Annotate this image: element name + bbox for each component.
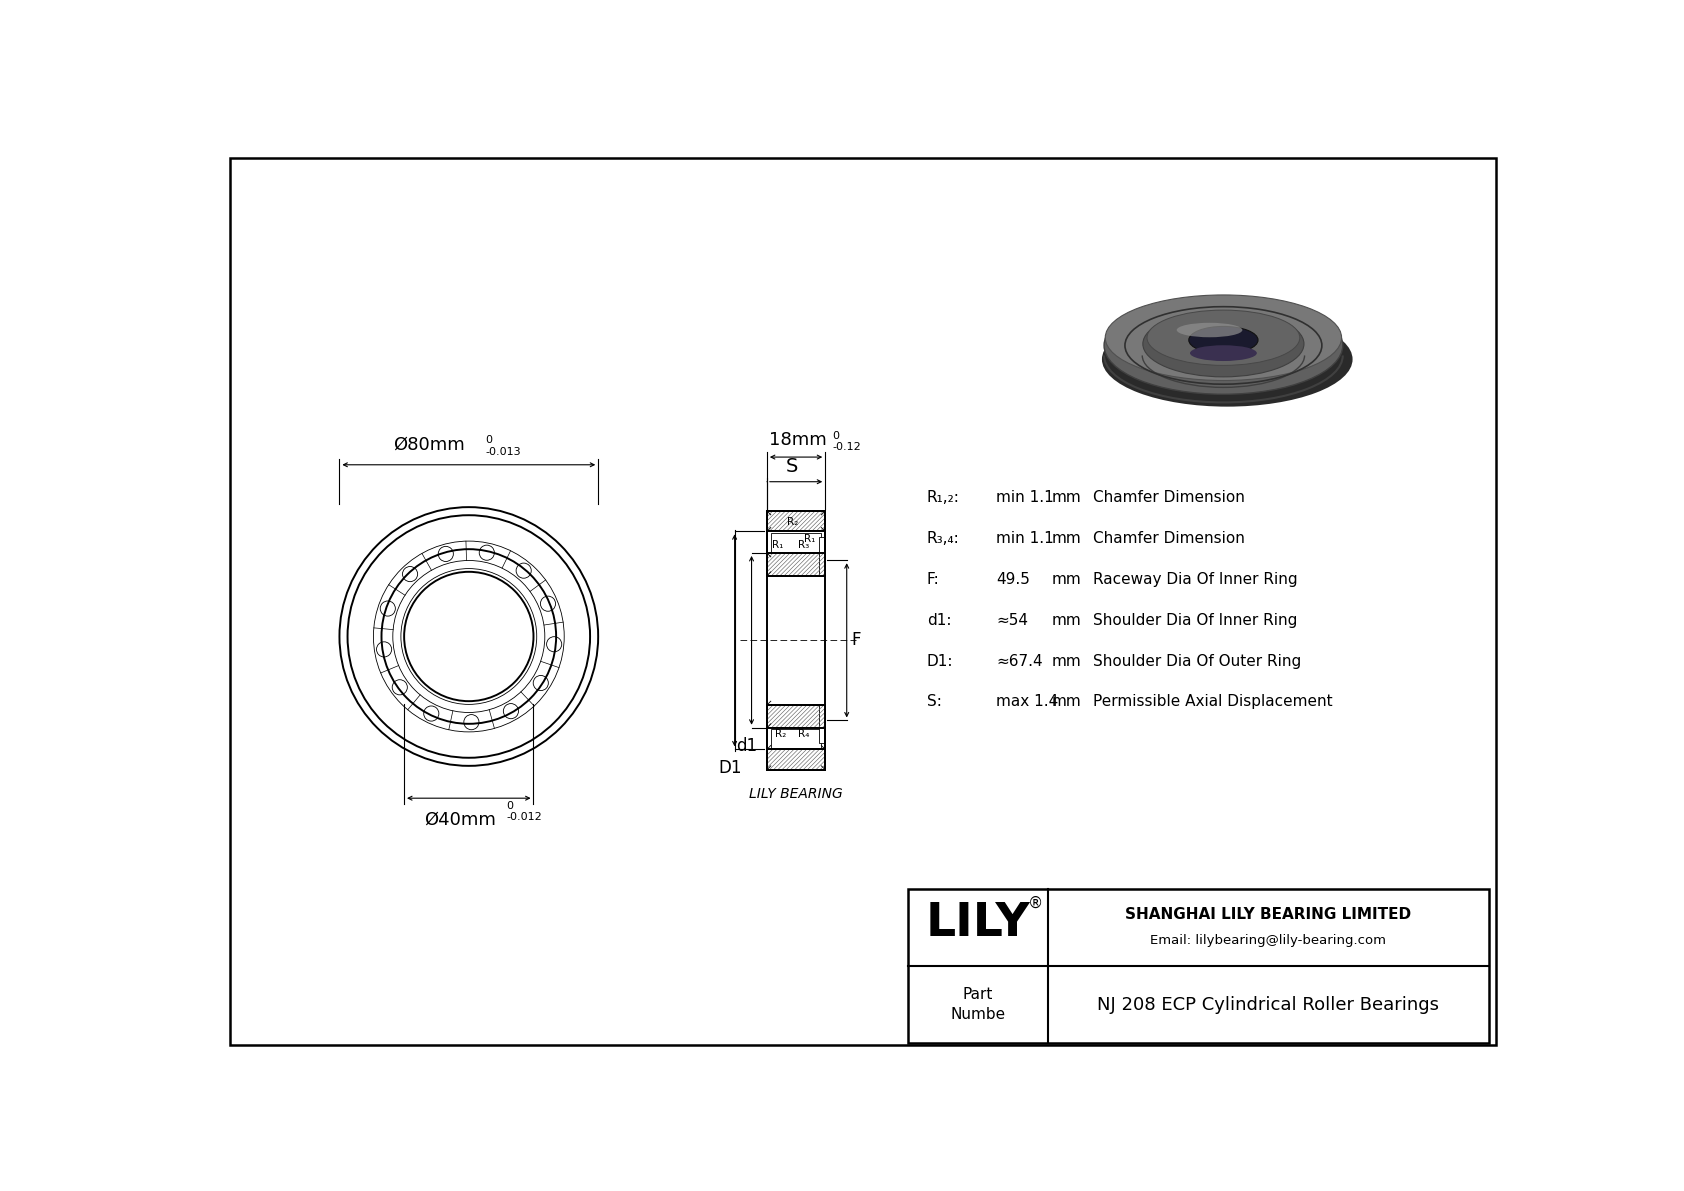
Text: 18mm: 18mm bbox=[768, 431, 827, 449]
Bar bbox=[766, 531, 825, 553]
Ellipse shape bbox=[1105, 297, 1342, 394]
Text: Shoulder Dia Of Outer Ring: Shoulder Dia Of Outer Ring bbox=[1093, 654, 1300, 668]
Text: LILY: LILY bbox=[926, 902, 1031, 946]
Text: Chamfer Dimension: Chamfer Dimension bbox=[1093, 491, 1244, 505]
Bar bbox=[766, 728, 825, 749]
Bar bbox=[908, 888, 1489, 1043]
Text: mm: mm bbox=[1052, 491, 1081, 505]
Text: S: S bbox=[786, 457, 798, 476]
Text: mm: mm bbox=[1052, 694, 1081, 710]
Bar bbox=[818, 537, 825, 575]
Text: -0.012: -0.012 bbox=[507, 812, 542, 822]
Text: Part
Numbe: Part Numbe bbox=[950, 987, 1005, 1022]
Text: Email: lilybearing@lily-bearing.com: Email: lilybearing@lily-bearing.com bbox=[1150, 934, 1386, 947]
Text: mm: mm bbox=[1052, 531, 1081, 547]
Text: F:: F: bbox=[926, 572, 940, 587]
Text: min 1.1: min 1.1 bbox=[997, 491, 1054, 505]
Text: 0: 0 bbox=[485, 435, 493, 444]
Ellipse shape bbox=[1101, 312, 1352, 406]
Bar bbox=[766, 749, 825, 769]
Text: Raceway Dia Of Inner Ring: Raceway Dia Of Inner Ring bbox=[1093, 572, 1297, 587]
Text: R₁: R₁ bbox=[803, 534, 815, 543]
Ellipse shape bbox=[1189, 326, 1258, 354]
Text: mm: mm bbox=[1052, 613, 1081, 628]
Text: -0.013: -0.013 bbox=[485, 447, 522, 457]
Text: -0.12: -0.12 bbox=[832, 442, 861, 451]
Text: ®: ® bbox=[1027, 896, 1042, 910]
Text: mm: mm bbox=[1052, 572, 1081, 587]
Bar bbox=[771, 729, 820, 748]
Text: SHANGHAI LILY BEARING LIMITED: SHANGHAI LILY BEARING LIMITED bbox=[1125, 908, 1411, 922]
Text: 49.5: 49.5 bbox=[997, 572, 1031, 587]
Ellipse shape bbox=[1105, 295, 1342, 380]
Text: max 1.4: max 1.4 bbox=[997, 694, 1059, 710]
Text: R₂: R₂ bbox=[775, 729, 786, 740]
Text: S:: S: bbox=[926, 694, 941, 710]
Text: R₁,₂:: R₁,₂: bbox=[926, 491, 960, 505]
Text: R₂: R₂ bbox=[788, 517, 798, 526]
Ellipse shape bbox=[1143, 311, 1303, 376]
Text: ≈67.4: ≈67.4 bbox=[997, 654, 1042, 668]
Text: F: F bbox=[852, 631, 861, 649]
Text: D1:: D1: bbox=[926, 654, 953, 668]
Text: d1:: d1: bbox=[926, 613, 951, 628]
Text: NJ 208 ECP Cylindrical Roller Bearings: NJ 208 ECP Cylindrical Roller Bearings bbox=[1098, 996, 1440, 1014]
Text: min 1.1: min 1.1 bbox=[997, 531, 1054, 547]
Text: d1: d1 bbox=[736, 737, 758, 755]
Text: ≈54: ≈54 bbox=[997, 613, 1029, 628]
Text: Shoulder Dia Of Inner Ring: Shoulder Dia Of Inner Ring bbox=[1093, 613, 1297, 628]
Ellipse shape bbox=[1191, 345, 1256, 361]
Ellipse shape bbox=[1147, 310, 1300, 366]
Text: Ø80mm: Ø80mm bbox=[392, 436, 465, 454]
Ellipse shape bbox=[1177, 323, 1243, 337]
Text: R₁: R₁ bbox=[773, 540, 783, 550]
Text: LILY BEARING: LILY BEARING bbox=[749, 786, 844, 800]
Text: Chamfer Dimension: Chamfer Dimension bbox=[1093, 531, 1244, 547]
Text: Ø40mm: Ø40mm bbox=[424, 811, 495, 829]
Bar bbox=[818, 705, 825, 743]
Text: R₃,₄:: R₃,₄: bbox=[926, 531, 960, 547]
Text: R₄: R₄ bbox=[798, 729, 810, 740]
Text: D1: D1 bbox=[719, 759, 741, 777]
Text: Permissible Axial Displacement: Permissible Axial Displacement bbox=[1093, 694, 1332, 710]
Text: 0: 0 bbox=[507, 802, 514, 811]
Text: 0: 0 bbox=[832, 431, 839, 441]
Text: mm: mm bbox=[1052, 654, 1081, 668]
Bar bbox=[766, 511, 825, 531]
Text: R₃: R₃ bbox=[798, 540, 810, 550]
Bar bbox=[771, 532, 820, 551]
Bar bbox=[766, 553, 825, 575]
Bar bbox=[766, 705, 825, 728]
